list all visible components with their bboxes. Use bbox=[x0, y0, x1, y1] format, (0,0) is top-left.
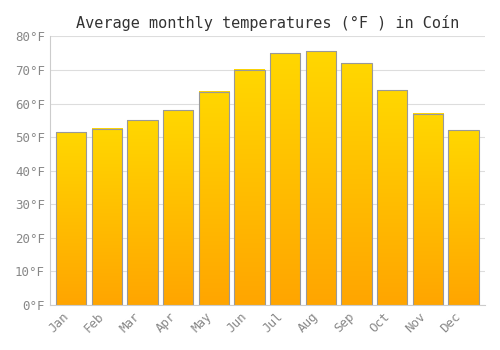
Bar bbox=[92, 129, 122, 305]
Bar bbox=[199, 92, 229, 305]
Bar bbox=[128, 120, 158, 305]
Bar bbox=[270, 53, 300, 305]
Bar bbox=[342, 63, 372, 305]
Bar bbox=[234, 70, 265, 305]
Bar bbox=[377, 90, 408, 305]
Title: Average monthly temperatures (°F ) in Coín: Average monthly temperatures (°F ) in Co… bbox=[76, 15, 459, 31]
Bar bbox=[413, 114, 443, 305]
Bar bbox=[306, 51, 336, 305]
Bar bbox=[56, 132, 86, 305]
Bar bbox=[448, 131, 479, 305]
Bar bbox=[163, 110, 194, 305]
